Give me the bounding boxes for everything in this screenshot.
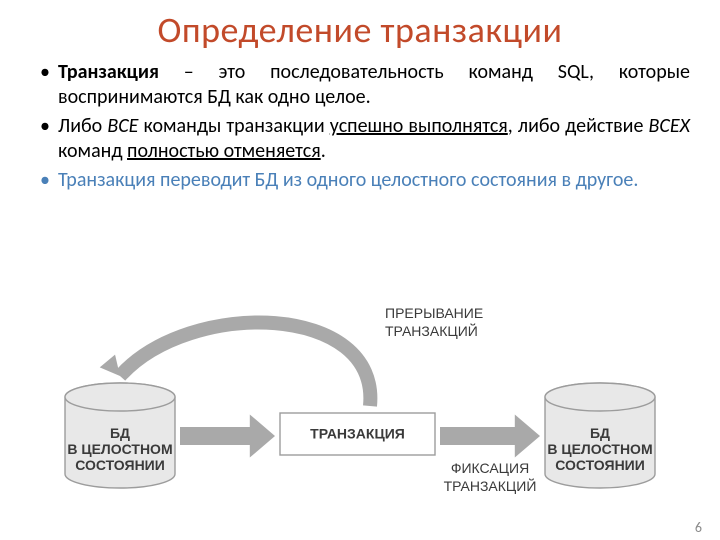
diagram-label: ПРЕРЫВАНИЕ (385, 305, 483, 321)
diagram-label: ТРАНЗАКЦИЙ (385, 322, 478, 339)
node-db2: БДВ ЦЕЛОСТНОМСОСТОЯНИИ (545, 383, 655, 488)
transaction-diagram: БДВ ЦЕЛОСТНОМСОСТОЯНИИТРАНЗАКЦИЯБДВ ЦЕЛО… (50, 288, 670, 528)
bullet-item: Транзакция переводит БД из одного целост… (40, 168, 690, 193)
bullet-item: Транзакция – это последовательность кома… (40, 60, 690, 110)
node-label: ТРАНЗАКЦИЯ (310, 426, 405, 442)
node-label: СОСТОЯНИИ (75, 457, 165, 473)
slide: Определение транзакции Транзакция – это … (0, 8, 720, 540)
node-db1: БДВ ЦЕЛОСТНОМСОСТОЯНИИ (65, 383, 175, 488)
node-label: СОСТОЯНИИ (555, 457, 645, 473)
diagram-label: ТРАНЗАКЦИЙ (444, 477, 537, 494)
page-number: 6 (695, 519, 702, 536)
node-tx: ТРАНЗАКЦИЯ (280, 413, 435, 455)
node-label: БД (110, 425, 130, 441)
arrow (440, 414, 540, 457)
curve-arrow-head (100, 355, 120, 376)
node-label: БД (590, 425, 610, 441)
node-label: В ЦЕЛОСТНОМ (547, 441, 652, 457)
node-label: В ЦЕЛОСТНОМ (67, 441, 172, 457)
diagram-label: ФИКСАЦИЯ (451, 460, 529, 476)
bullet-item: Либо ВСЕ команды транзакции успешно выпо… (40, 114, 690, 164)
arrow (180, 414, 275, 457)
slide-title: Определение транзакции (0, 8, 720, 52)
bullet-list: Транзакция – это последовательность кома… (40, 60, 690, 193)
